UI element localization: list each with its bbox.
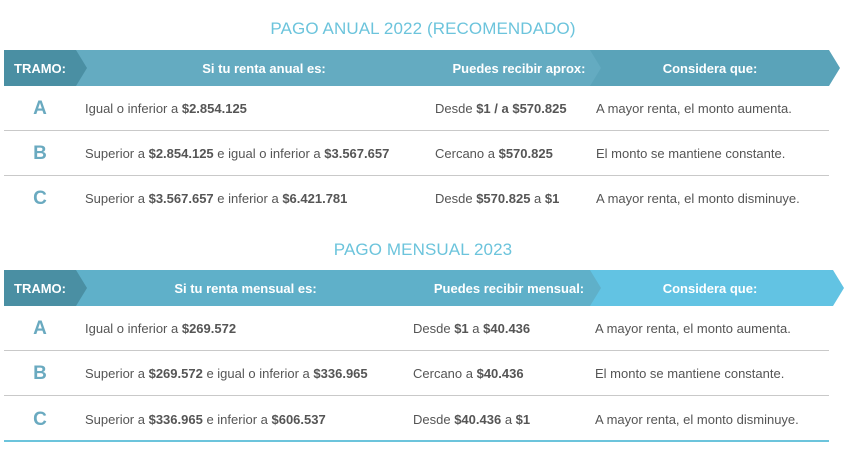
cell-text: Cercano a [435,146,499,161]
tramo-letter: B [30,351,50,396]
table-header-monthly: TRAMO: Si tu renta mensual es: Puedes re… [4,270,840,306]
renta-cell: Superior a $336.965 e inferior a $606.53… [85,397,326,442]
recibir-cell: Desde $1 a $40.436 [413,306,530,351]
considera-cell: A mayor renta, el monto aumenta. [595,306,791,351]
header-considera: Considera que: [590,270,844,306]
considera-cell: A mayor renta, el monto disminuye. [596,176,800,221]
amount-value: $40.436 [483,321,530,336]
header-considera-label: Considera que: [663,281,758,296]
amount-value: $570.825 [499,146,553,161]
renta-cell: Superior a $2.854.125 e igual o inferior… [85,131,389,176]
renta-cell: Superior a $3.567.657 e inferior a $6.42… [85,176,347,221]
cell-text: Desde [413,412,454,427]
header-tramo-label: TRAMO: [14,61,66,76]
amount-value: $336.965 [149,412,203,427]
tramo-letter: C [30,176,50,221]
header-tramo: TRAMO: [4,50,90,86]
cell-text: Desde [413,321,454,336]
recibir-cell: Desde $40.436 a $1 [413,397,530,442]
amount-value: $2.854.125 [149,146,214,161]
cell-text: Igual o inferior a [85,101,182,116]
header-renta: Si tu renta mensual es: [76,270,421,306]
amount-value: $3.567.657 [149,191,214,206]
amount-value: $40.436 [477,366,524,381]
header-tramo: TRAMO: [4,270,90,306]
header-renta-label: Si tu renta anual es: [202,61,326,76]
recibir-cell: Cercano a $40.436 [413,351,524,396]
header-considera-label: Considera que: [663,61,758,76]
cell-text: Superior a [85,366,149,381]
amount-value: $1 [545,191,559,206]
cell-text: a [530,191,544,206]
amount-value: $606.537 [271,412,325,427]
amount-value: $1 [454,321,468,336]
considera-cell: A mayor renta, el monto aumenta. [596,86,792,131]
cell-text: Cercano a [413,366,477,381]
amount-value: $6.421.781 [282,191,347,206]
table-row: A Igual o inferior a $2.854.125 Desde $1… [4,86,829,131]
cell-text: Desde [435,191,476,206]
header-recibir-label: Puedes recibir mensual: [434,281,584,296]
table-row: C Superior a $336.965 e inferior a $606.… [4,397,829,442]
cell-text: e igual o inferior a [214,146,325,161]
renta-cell: Igual o inferior a $269.572 [85,306,236,351]
recibir-cell: Desde $570.825 a $1 [435,176,559,221]
table-row: A Igual o inferior a $269.572 Desde $1 a… [4,306,829,351]
amount-value: $1 [516,412,530,427]
section-title-annual: PAGO ANUAL 2022 (RECOMENDADO) [0,19,846,39]
considera-cell: El monto se mantiene constante. [595,351,784,396]
considera-cell: A mayor renta, el monto disminuye. [595,397,799,442]
renta-cell: Superior a $269.572 e igual o inferior a… [85,351,368,396]
amount-value: $2.854.125 [182,101,247,116]
renta-cell: Igual o inferior a $2.854.125 [85,86,247,131]
amount-value: $570.825 [476,191,530,206]
considera-cell: El monto se mantiene constante. [596,131,785,176]
amount-value: $269.572 [149,366,203,381]
table-row: C Superior a $3.567.657 e inferior a $6.… [4,176,829,221]
header-recibir: Puedes recibir mensual: [408,270,604,306]
table-row: B Superior a $269.572 e igual o inferior… [4,351,829,396]
cell-text: Igual o inferior a [85,321,182,336]
cell-text: Superior a [85,412,149,427]
cell-text: Desde [435,101,476,116]
table-row: B Superior a $2.854.125 e igual o inferi… [4,131,829,176]
section-title-monthly: PAGO MENSUAL 2023 [0,240,846,260]
amount-value: $1 / a $570.825 [476,101,566,116]
cell-text: Superior a [85,191,149,206]
header-recibir: Puedes recibir aprox: [432,50,602,86]
amount-value: $336.965 [313,366,367,381]
cell-text: Superior a [85,146,149,161]
recibir-cell: Desde $1 / a $570.825 [435,86,567,131]
cell-text: a [501,412,515,427]
header-recibir-label: Puedes recibir aprox: [453,61,586,76]
header-tramo-label: TRAMO: [14,281,66,296]
cell-text: e igual o inferior a [203,366,314,381]
table-header-annual: TRAMO: Si tu renta anual es: Puedes reci… [4,50,840,86]
amount-value: $269.572 [182,321,236,336]
cell-text: e inferior a [214,191,283,206]
header-renta: Si tu renta anual es: [76,50,446,86]
amount-value: $40.436 [454,412,501,427]
header-considera: Considera que: [590,50,840,86]
tramo-letter: C [30,397,50,442]
header-renta-label: Si tu renta mensual es: [174,281,316,296]
tramo-letter: A [30,306,50,351]
cell-text: e inferior a [203,412,272,427]
cell-text: a [469,321,483,336]
amount-value: $3.567.657 [324,146,389,161]
recibir-cell: Cercano a $570.825 [435,131,553,176]
tramo-letter: B [30,131,50,176]
tramo-letter: A [30,86,50,131]
